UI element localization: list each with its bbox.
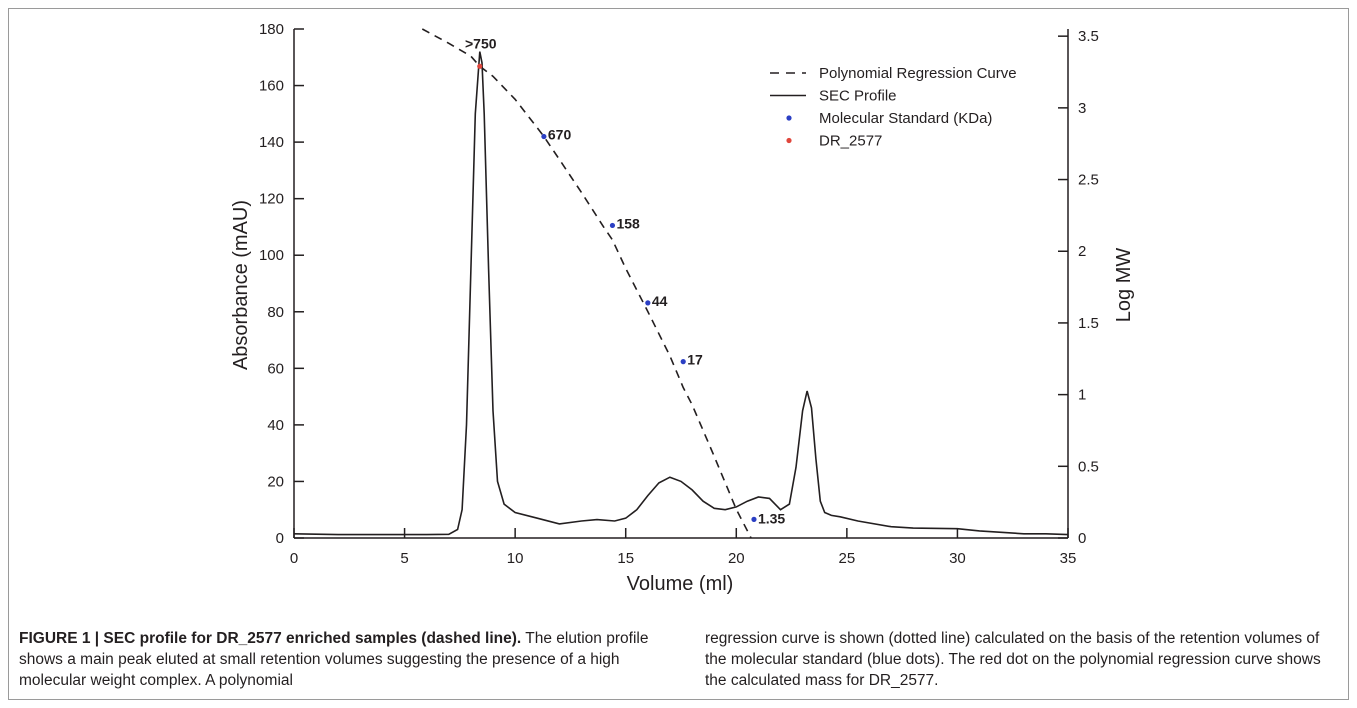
y-tick-label: 100 [259, 247, 284, 264]
y2-axis-label: Log MW [1113, 248, 1135, 323]
y-axis-label: Absorbance (mAU) [230, 200, 252, 370]
standard-point [680, 359, 686, 365]
x-tick-label: 20 [728, 550, 745, 567]
chart-ticks: 0 5 10 15 20 25 30 3502040608010012014016018000… [259, 21, 1099, 567]
standard-point [541, 133, 547, 140]
standard-point [645, 300, 651, 306]
standard-label: 17 [687, 352, 703, 368]
y2-tick-label: 0 [1078, 530, 1086, 547]
x-axis-label: Volume (ml) [627, 573, 734, 595]
caption-left: FIGURE 1 | SEC profile for DR_2577 enric… [19, 628, 669, 691]
chart-series [294, 28, 1068, 538]
x-tick-label: 25 [839, 550, 856, 567]
chart-container: 0 5 10 15 20 25 30 35 0 20 40 60 80 100 120 140 160 180 0 0… [230, 21, 1135, 595]
dr2577-point [477, 63, 483, 69]
standard-label: 44 [652, 293, 668, 309]
legend-dot-swatch [786, 115, 792, 121]
standard-label: 670 [548, 127, 572, 143]
y-tick-label: 0 [276, 530, 284, 547]
standard-label: 1.35 [758, 510, 785, 526]
x-tick-label: 35 [1060, 550, 1077, 567]
y2-tick-label: 2 [1078, 243, 1086, 260]
y-tick-label: 180 [259, 21, 284, 38]
y-tick-label: 20 [267, 473, 284, 490]
chart-points: 670 158 44 17 1.35 >750 [465, 35, 785, 526]
figure-frame [8, 8, 1349, 700]
legend-label: SEC Profile [819, 88, 897, 105]
y2-tick-label: 0.5 [1078, 458, 1099, 475]
x-tick-label: 30 [949, 550, 966, 567]
legend-dot-swatch [786, 137, 792, 144]
legend-label: Polynomial Regression Curve [819, 65, 1017, 82]
caption-right-text: regression curve is shown (dotted line) … [705, 630, 1321, 689]
chart-legend: Polynomial Regression Curve SEC Profile Mo… [770, 65, 1017, 150]
y-tick-label: 40 [267, 417, 284, 434]
caption-right: regression curve is shown (dotted line) … [705, 628, 1345, 691]
x-tick-label: 10 [507, 550, 524, 567]
y-tick-label: 60 [267, 360, 284, 377]
y-tick-label: 80 [267, 304, 284, 321]
caption-title: FIGURE 1 | SEC profile for DR_2577 enric… [19, 630, 522, 647]
y2-tick-label: 3.5 [1078, 28, 1099, 45]
y2-tick-label: 3 [1078, 100, 1086, 117]
legend-label: Molecular Standard (KDa) [819, 110, 992, 127]
sec-chart: 0 5 10 15 20 25 30 3502040608010012014016018000… [230, 21, 1135, 595]
sec-profile-line [294, 51, 1068, 536]
y2-tick-label: 1.5 [1078, 315, 1099, 332]
standard-point [751, 516, 757, 522]
x-tick-label: 15 [617, 550, 634, 567]
x-tick-label: 5 [400, 550, 408, 567]
standard-point [609, 222, 616, 229]
y2-tick-label: 2.5 [1078, 172, 1099, 189]
x-tick-label: 0 [290, 550, 298, 567]
standard-label: 158 [616, 215, 640, 231]
chart-axes [293, 29, 1069, 539]
y2-tick-label: 1 [1078, 387, 1086, 404]
caption-left-text: The elution profile shows a main peak el… [19, 630, 649, 689]
legend-label: DR_2577 [819, 133, 882, 150]
y-tick-label: 120 [259, 191, 284, 208]
y-tick-label: 140 [259, 134, 284, 151]
dr2577-label: >750 [465, 35, 497, 51]
y-tick-label: 160 [259, 78, 284, 95]
regression-curve-line [421, 28, 752, 538]
